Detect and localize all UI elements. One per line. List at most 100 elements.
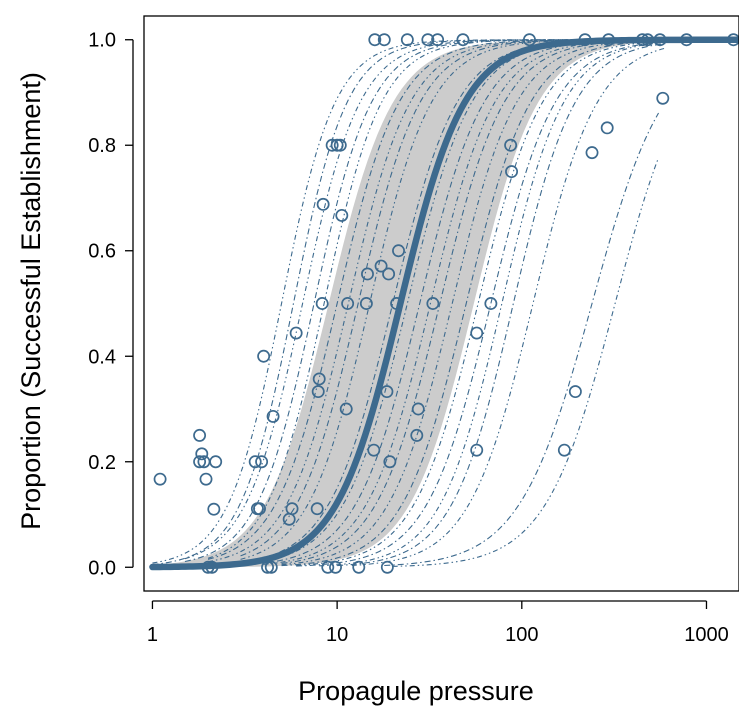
- data-point: [505, 165, 518, 179]
- study-curve: [207, 39, 633, 560]
- data-point: [380, 560, 394, 574]
- data-point: [600, 121, 614, 135]
- data-point: [207, 502, 221, 516]
- data-point: [656, 91, 670, 105]
- data-point: [578, 33, 592, 47]
- data-point: [382, 267, 396, 281]
- data-point: [680, 33, 694, 47]
- data-point: [585, 146, 599, 160]
- data-point: [311, 385, 325, 399]
- data-point: [339, 402, 353, 416]
- y-tick-label: 0.8: [88, 135, 116, 157]
- data-point: [456, 33, 470, 47]
- data-point: [602, 33, 616, 47]
- x-tick-label: 1: [147, 624, 158, 646]
- study-curve: [351, 47, 666, 566]
- data-point: [470, 326, 484, 340]
- data-point: [352, 560, 366, 574]
- data-point: [312, 372, 326, 386]
- data-point: [504, 138, 518, 152]
- data-point: [426, 297, 440, 310]
- data-points-layer: [153, 33, 739, 574]
- data-point: [421, 33, 435, 47]
- data-point: [361, 267, 374, 281]
- data-point: [266, 409, 280, 423]
- data-point: [255, 455, 269, 469]
- data-point: [253, 502, 266, 516]
- data-point: [359, 297, 373, 310]
- data-point: [411, 402, 425, 416]
- x-tick-label: 10: [326, 624, 348, 646]
- data-point: [248, 455, 262, 469]
- x-axis-title: Propagule pressure: [298, 676, 534, 706]
- y-tick-label: 0.6: [88, 241, 116, 263]
- study-curve: [184, 39, 578, 560]
- data-point: [557, 443, 571, 457]
- data-point: [523, 33, 536, 47]
- data-point: [335, 208, 349, 222]
- data-point: [193, 428, 207, 442]
- data-point: [205, 560, 219, 574]
- data-point: [193, 455, 207, 469]
- confidence-band-layer: [152, 39, 739, 568]
- data-point: [374, 259, 388, 273]
- data-point: [264, 560, 278, 574]
- data-point: [316, 197, 330, 211]
- study-curve: [240, 39, 666, 557]
- data-point: [199, 472, 213, 486]
- y-tick-label: 0.2: [88, 452, 116, 474]
- y-tick-label: 0.0: [88, 557, 116, 579]
- data-point: [470, 443, 484, 457]
- data-point: [333, 138, 347, 152]
- data-point: [321, 560, 335, 574]
- data-point: [325, 138, 339, 152]
- data-point: [310, 502, 324, 516]
- study-curve: [319, 41, 666, 567]
- data-point: [153, 472, 167, 486]
- study-curve: [263, 39, 707, 565]
- data-point: [568, 385, 582, 399]
- data-point: [641, 33, 655, 47]
- data-point: [195, 447, 209, 461]
- data-point: [392, 244, 405, 258]
- data-point: [484, 297, 498, 310]
- data-point: [410, 428, 424, 442]
- data-point: [367, 443, 381, 457]
- study-curve: [384, 112, 660, 567]
- y-axis-title: Proportion (Successful Establishment): [16, 72, 46, 530]
- y-tick-label: 0.4: [88, 346, 116, 368]
- data-point: [653, 33, 667, 47]
- data-point: [400, 33, 414, 47]
- x-axis: 1 10 100 1000: [147, 600, 729, 646]
- study-curve: [296, 40, 666, 566]
- x-tick-label: 1000: [684, 624, 729, 646]
- data-point: [377, 33, 391, 47]
- data-point: [368, 33, 382, 47]
- study-curve: [263, 39, 707, 564]
- data-point: [261, 560, 274, 574]
- confidence-band: [152, 39, 739, 568]
- x-tick-label: 100: [505, 624, 538, 646]
- study-curve: [207, 39, 610, 559]
- data-point: [390, 297, 404, 310]
- data-point: [209, 455, 223, 469]
- study-curve: [281, 39, 689, 566]
- data-point: [257, 349, 271, 363]
- data-point: [431, 33, 445, 47]
- data-point: [635, 33, 649, 47]
- study-curve: [337, 42, 666, 567]
- data-point: [329, 560, 342, 574]
- y-tick-label: 1.0: [88, 30, 116, 52]
- y-axis: 0.0 0.2 0.4 0.6 0.8 1.0: [88, 30, 134, 579]
- data-point: [289, 326, 303, 340]
- plot-frame: [143, 15, 739, 592]
- data-point: [380, 385, 394, 399]
- data-point: [285, 502, 299, 516]
- data-point: [341, 297, 355, 310]
- data-point: [383, 455, 397, 469]
- data-point: [201, 560, 215, 574]
- data-point: [315, 297, 329, 310]
- data-point: [727, 33, 739, 47]
- study-curve: [152, 39, 578, 566]
